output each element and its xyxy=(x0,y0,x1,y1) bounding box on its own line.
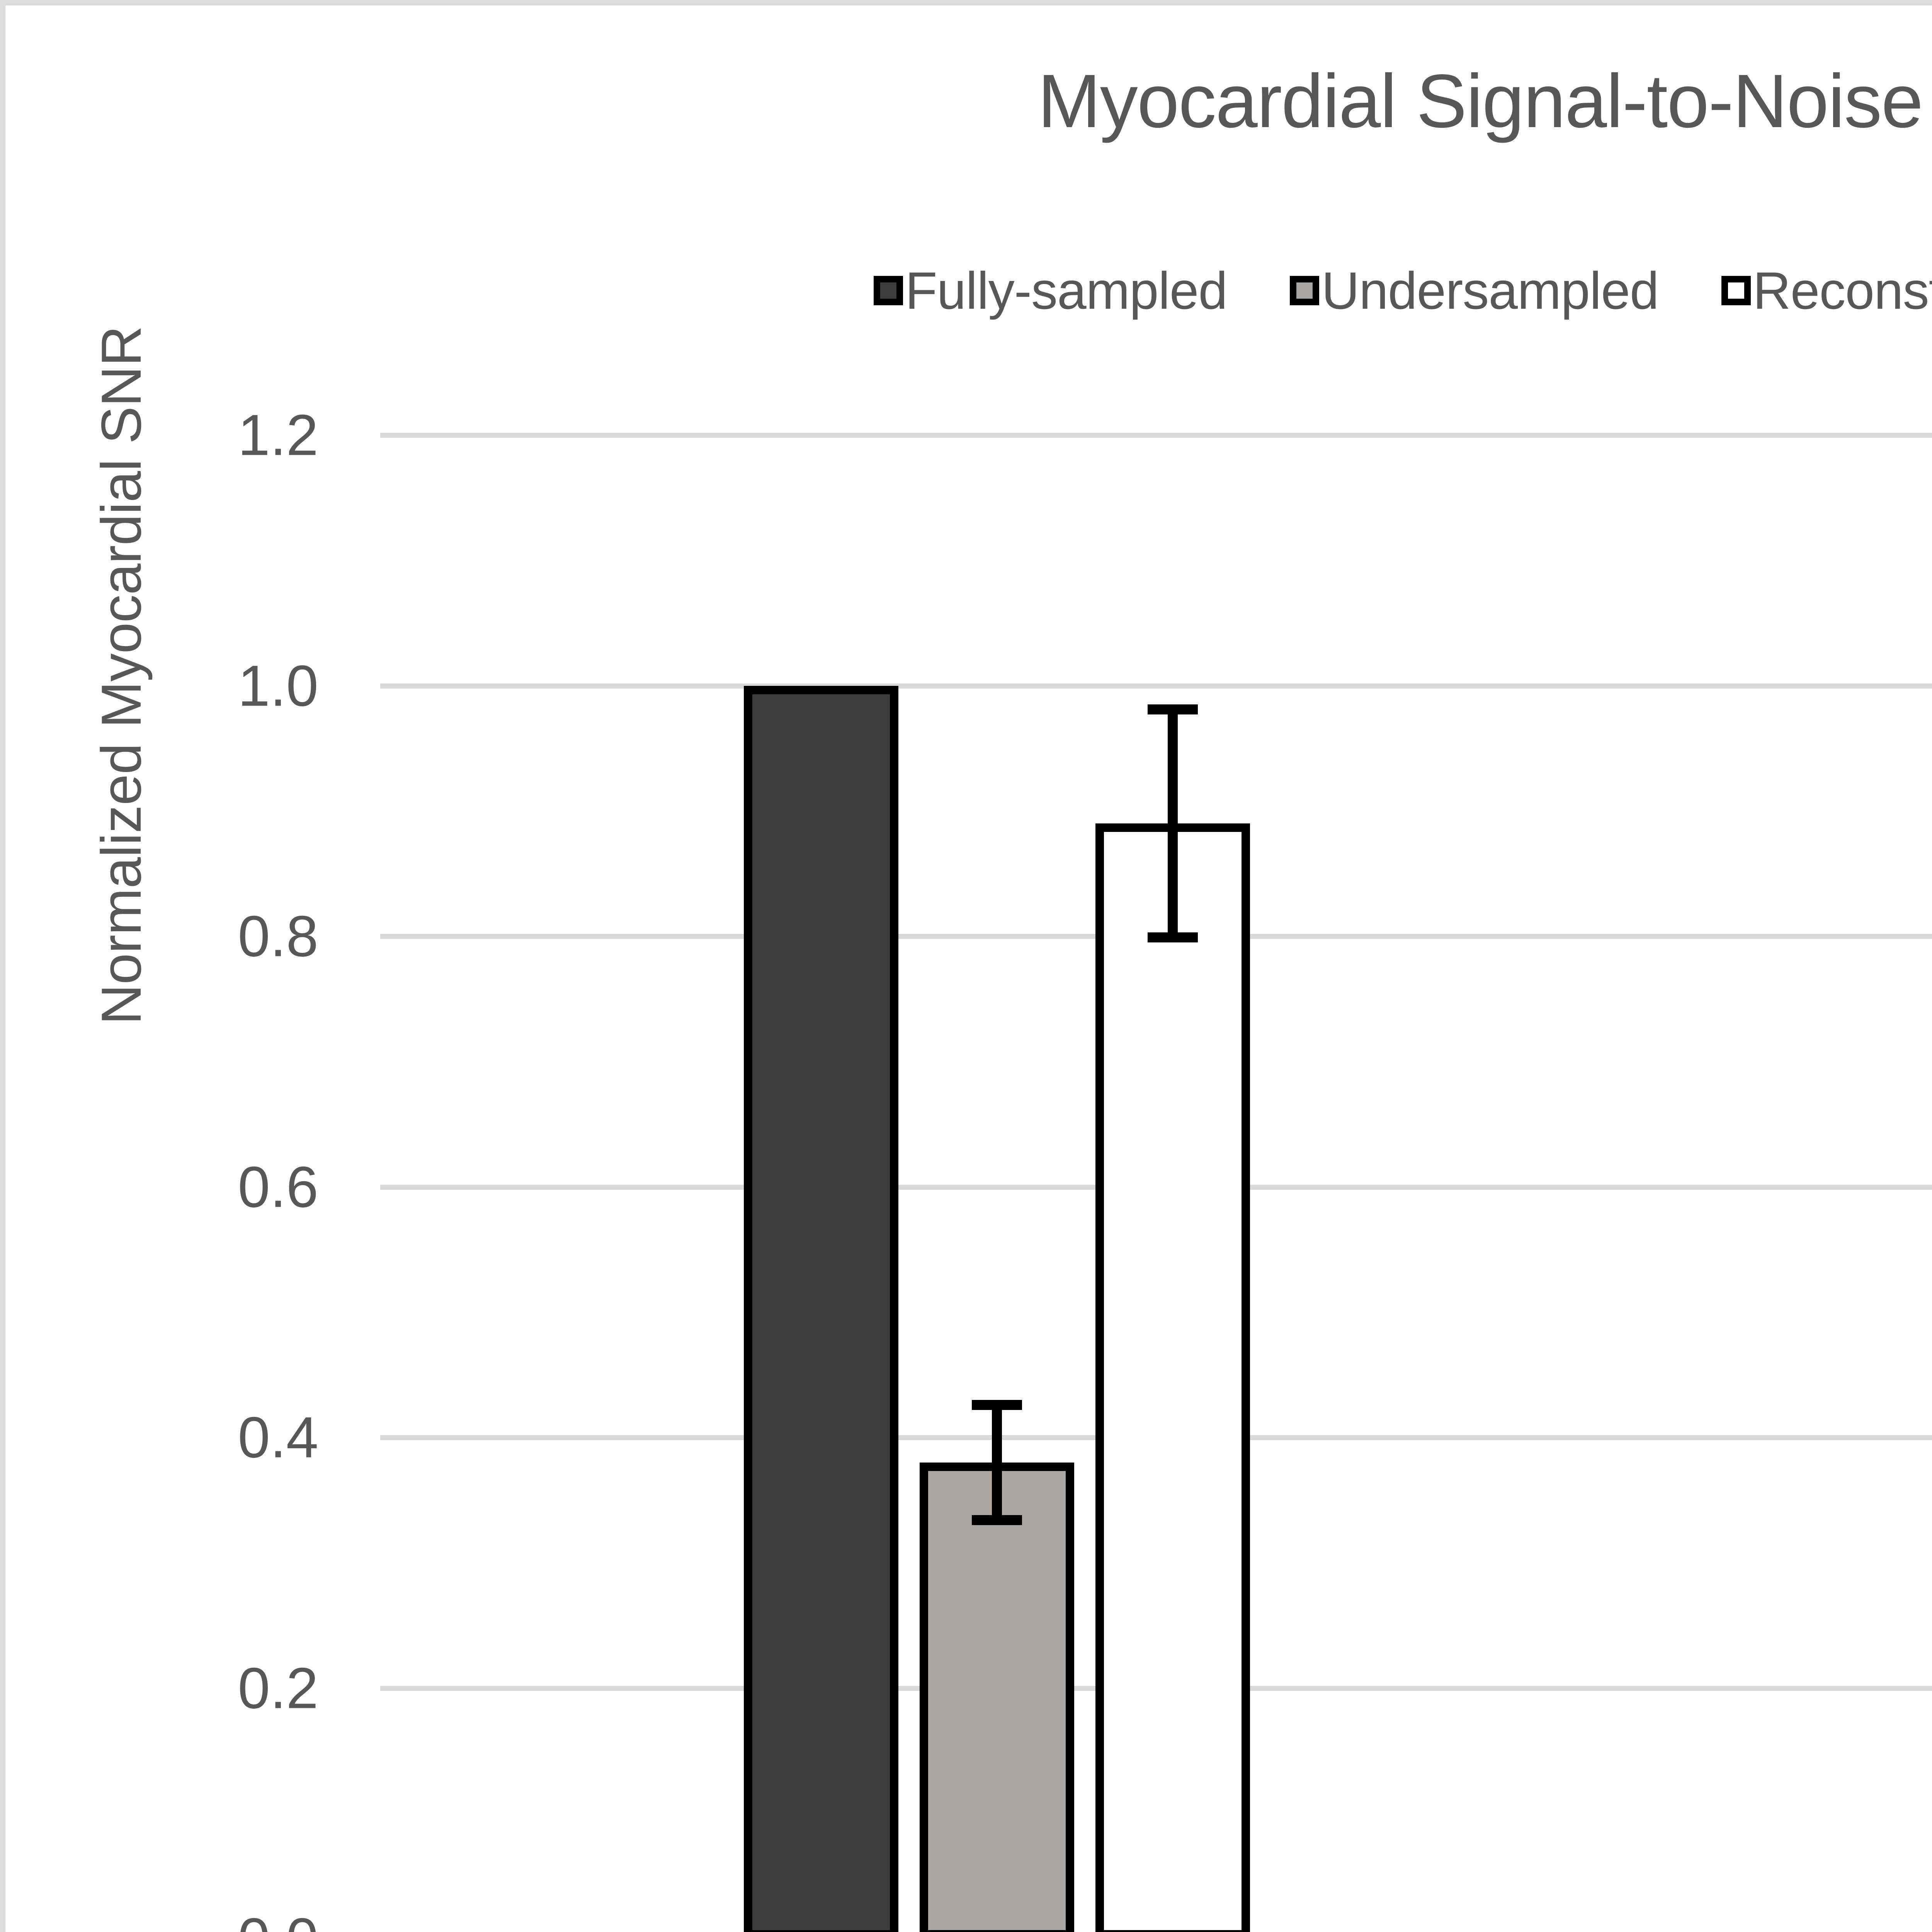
y-axis-tick-label: 0.6 xyxy=(238,1154,318,1219)
bar xyxy=(1095,823,1250,1932)
error-bar-cap-bottom xyxy=(972,1515,1022,1525)
legend-swatch-icon xyxy=(873,276,903,305)
legend-swatch-icon xyxy=(1290,276,1320,305)
y-axis-tick-label: 1.0 xyxy=(238,653,318,718)
chart-legend: Fully-sampled Undersampled Reconstructed xyxy=(5,260,1932,321)
y-axis-tick-label: 1.2 xyxy=(238,402,318,468)
y-axis-tick-label: 0.0 xyxy=(238,1905,318,1932)
error-bar-cap-top xyxy=(972,1400,1022,1410)
error-bar-stem xyxy=(992,1400,1002,1525)
legend-item-reconstructed[interactable]: Reconstructed xyxy=(1721,260,1932,321)
bar xyxy=(920,1462,1075,1932)
y-axis-tick-label: 0.2 xyxy=(238,1655,318,1720)
error-bar-cap-bottom xyxy=(1148,932,1198,943)
y-axis-tick-labels: 1.2 1.0 0.8 0.6 0.4 0.2 0.0 xyxy=(5,403,345,1932)
bar xyxy=(744,685,899,1932)
legend-label: Fully-sampled xyxy=(905,261,1228,320)
error-bar-stem xyxy=(1168,704,1178,943)
y-axis-tick-label: 0.8 xyxy=(238,903,318,969)
y-axis-tick-label: 0.4 xyxy=(238,1405,318,1470)
legend-swatch-icon xyxy=(1721,276,1751,305)
legend-label: Undersampled xyxy=(1321,261,1659,320)
error-bar-cap-top xyxy=(1148,704,1198,715)
gridline xyxy=(380,433,1932,438)
legend-item-fully-sampled[interactable]: Fully-sampled xyxy=(873,260,1228,321)
legend-label: Reconstructed xyxy=(1753,261,1932,320)
gridline xyxy=(380,683,1932,689)
plot-area xyxy=(380,433,1932,1932)
legend-item-undersampled[interactable]: Undersampled xyxy=(1290,260,1659,321)
chart-title: Myocardial Signal-to-Noise xyxy=(1037,59,1923,143)
